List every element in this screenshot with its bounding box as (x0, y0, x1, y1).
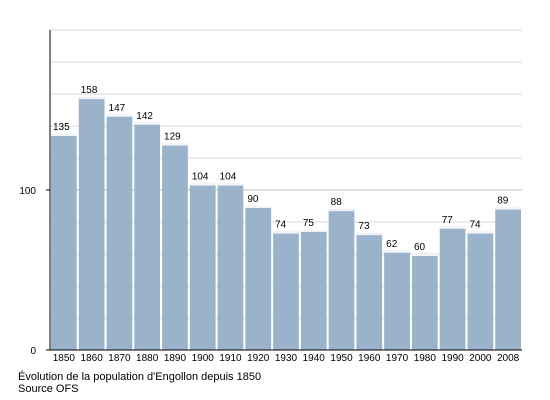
x-tick-label-2000: 2000 (469, 353, 492, 364)
bar-top-highlight (384, 250, 410, 253)
x-tick-label-1960: 1960 (358, 353, 381, 364)
caption-title: Évolution de la population d'Engollon de… (18, 371, 262, 383)
value-label-1930: 74 (275, 220, 287, 231)
value-label-1980: 60 (414, 242, 426, 253)
value-label-1990: 77 (442, 215, 454, 226)
x-tick-label-1870: 1870 (108, 353, 131, 364)
value-label-1950: 88 (331, 197, 343, 208)
bar-1920 (245, 206, 272, 350)
value-label-2008: 89 (497, 196, 509, 207)
bar-top-highlight (273, 231, 299, 234)
bar-top-highlight (134, 122, 161, 125)
x-tick-label-1970: 1970 (386, 353, 409, 364)
bar-top-highlight (217, 183, 244, 186)
bar-1940 (300, 230, 327, 350)
value-label-1860: 158 (81, 85, 98, 96)
x-tick-label-1980: 1980 (414, 353, 437, 364)
value-label-1870: 147 (109, 103, 126, 114)
value-label-1970: 62 (386, 239, 398, 250)
bar-top-highlight (51, 134, 77, 136)
bar-1980 (411, 254, 438, 350)
bar-top-highlight (495, 207, 521, 210)
bar-top-highlight (411, 254, 438, 256)
bar-1930 (273, 231, 299, 350)
bar-1900 (189, 183, 216, 350)
axis-layer: 1850 1860 1870 1880 1890 1900 1910 1920 1930 1940… (19, 30, 522, 364)
x-tick-label-1890: 1890 (164, 353, 187, 364)
chart-caption: Évolution de la population d'Engollon de… (18, 371, 261, 395)
x-tick-label-1920: 1920 (247, 353, 270, 364)
x-tick-label-1950: 1950 (330, 353, 353, 364)
bar-top-highlight (106, 114, 133, 117)
value-label-1890: 129 (164, 132, 181, 143)
bar-1890 (162, 143, 188, 350)
value-label-1850: 135 (53, 122, 70, 133)
x-tick-label-1900: 1900 (192, 353, 215, 364)
bar-top-highlight (300, 230, 327, 232)
bar-1960 (356, 233, 383, 350)
x-tick-label-1850: 1850 (53, 353, 76, 364)
bar-2008 (495, 207, 521, 350)
bar-top-highlight (245, 206, 272, 208)
x-tick-label-1990: 1990 (441, 353, 464, 364)
value-label-1920: 90 (247, 194, 259, 205)
bar-1880 (134, 122, 161, 350)
caption-source: Source OFS (18, 383, 79, 395)
bar-1950 (328, 209, 355, 350)
bar-1970 (384, 250, 410, 350)
bar-top-highlight (356, 233, 383, 236)
value-label-2000: 74 (469, 220, 481, 231)
x-tick-label-1860: 1860 (81, 353, 104, 364)
bar-1850 (51, 134, 77, 350)
bar-top-highlight (78, 97, 105, 100)
bar-top-highlight (439, 226, 466, 229)
value-label-1880: 142 (136, 111, 153, 122)
bars-layer (51, 97, 521, 350)
x-tick-label-1930: 1930 (275, 353, 298, 364)
bar-2000 (467, 231, 494, 350)
bar-1990 (439, 226, 466, 350)
bar-1870 (106, 114, 133, 350)
value-label-1900: 104 (192, 172, 209, 183)
bar-top-highlight (467, 231, 494, 234)
x-tick-label-2008: 2008 (497, 353, 520, 364)
x-tick-label-1880: 1880 (136, 353, 159, 364)
population-bar-chart: 135 158 147 142 129 104 104 90 74 75 88 73 62 60 77 74 8… (19, 29, 522, 364)
bar-top-highlight (328, 209, 355, 212)
bar-top-highlight (162, 143, 188, 146)
bar-1860 (78, 97, 105, 350)
value-label-1940: 75 (303, 218, 315, 229)
value-label-1910: 104 (220, 172, 237, 183)
y-tick-label-100: 100 (19, 186, 36, 197)
value-labels-layer: 135 158 147 142 129 104 104 90 74 75 88 73 62 60 77 74 8… (53, 85, 509, 253)
value-label-1960: 73 (358, 221, 370, 232)
bar-1910 (217, 183, 244, 350)
x-tick-label-1910: 1910 (219, 353, 242, 364)
bar-top-highlight (189, 183, 216, 186)
x-tick-label-1940: 1940 (303, 353, 326, 364)
y-tick-label-0: 0 (30, 346, 36, 357)
